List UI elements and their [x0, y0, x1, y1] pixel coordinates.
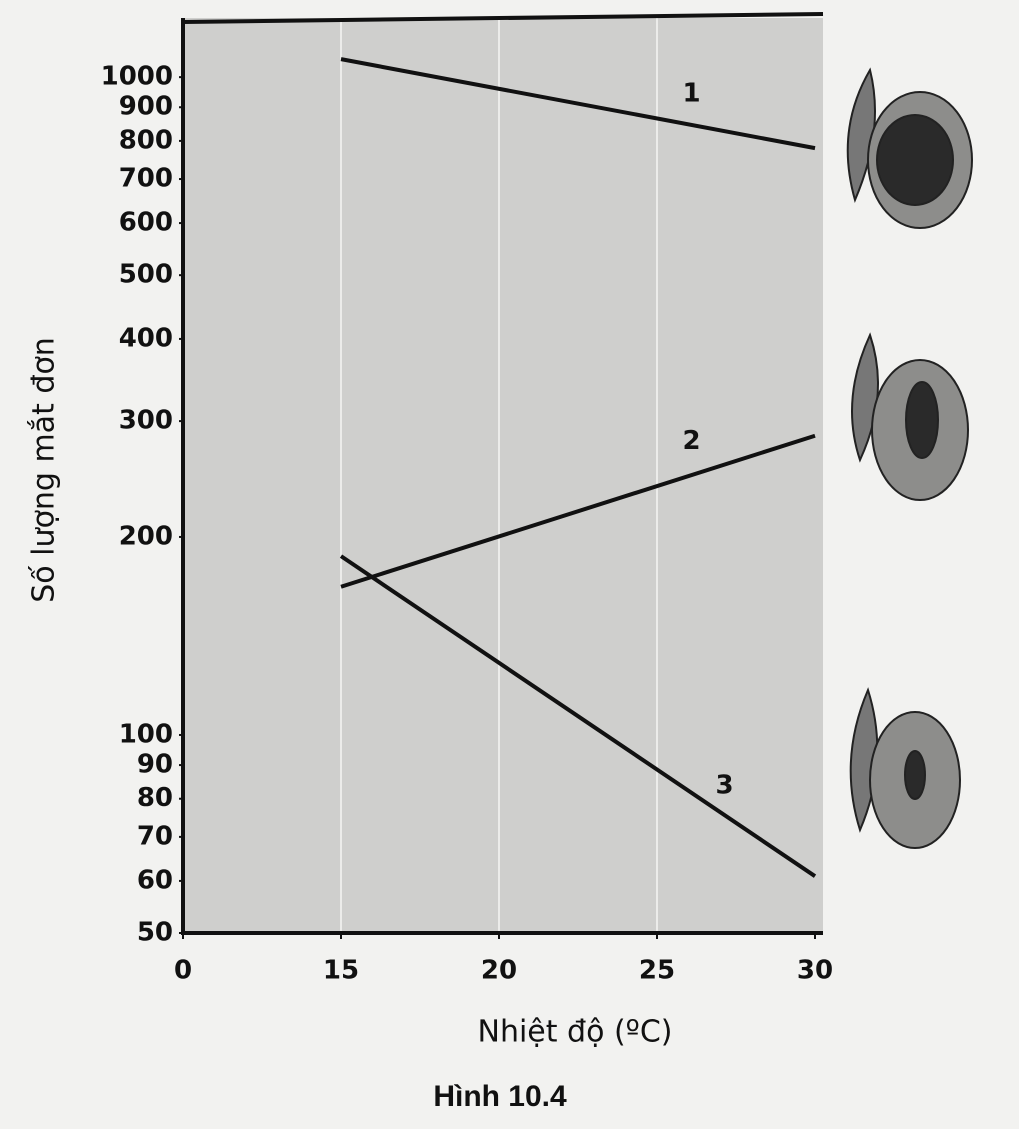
y-tick-label: 50	[137, 918, 173, 948]
fly-illustrations	[846, 67, 973, 849]
x-axis-label: Nhiệt độ (ºC)	[478, 1015, 673, 1050]
y-tick-label: 400	[119, 323, 173, 353]
y-tick-label: 70	[137, 821, 173, 851]
line-label: 3	[715, 771, 733, 801]
y-tick-label: 800	[119, 125, 173, 155]
plot-background	[183, 18, 823, 933]
y-tick-label: 500	[119, 260, 173, 290]
y-tick-label: 900	[119, 92, 173, 122]
x-tick-label: 30	[797, 956, 833, 986]
y-tick-label: 1000	[101, 62, 173, 92]
data-line	[340, 57, 816, 151]
y-tick-label: 60	[137, 865, 173, 895]
eye	[876, 114, 954, 206]
x-tick-label: 0	[174, 956, 192, 986]
data-line	[339, 554, 817, 878]
eye	[904, 750, 926, 800]
y-tick-label: 200	[119, 521, 173, 551]
line-label: 1	[682, 78, 700, 108]
data-line	[340, 433, 816, 589]
x-tick-label: 15	[323, 956, 359, 986]
y-axis-label: Số lượng mắt đơn	[27, 337, 62, 603]
y-tick-label: 700	[119, 164, 173, 194]
eye	[905, 381, 939, 459]
line-label: 2	[682, 426, 700, 456]
x-tick-label: 20	[481, 956, 517, 986]
y-tick-label: 80	[137, 783, 173, 813]
y-tick-label: 300	[119, 406, 173, 436]
x-tick-label: 25	[639, 956, 675, 986]
y-tick-label: 90	[137, 750, 173, 780]
y-tick-label: 600	[119, 208, 173, 238]
axis-line	[182, 12, 824, 24]
caption: Hình 10.4	[433, 1080, 567, 1113]
wing	[846, 67, 876, 203]
y-tick-label: 100	[119, 719, 173, 749]
